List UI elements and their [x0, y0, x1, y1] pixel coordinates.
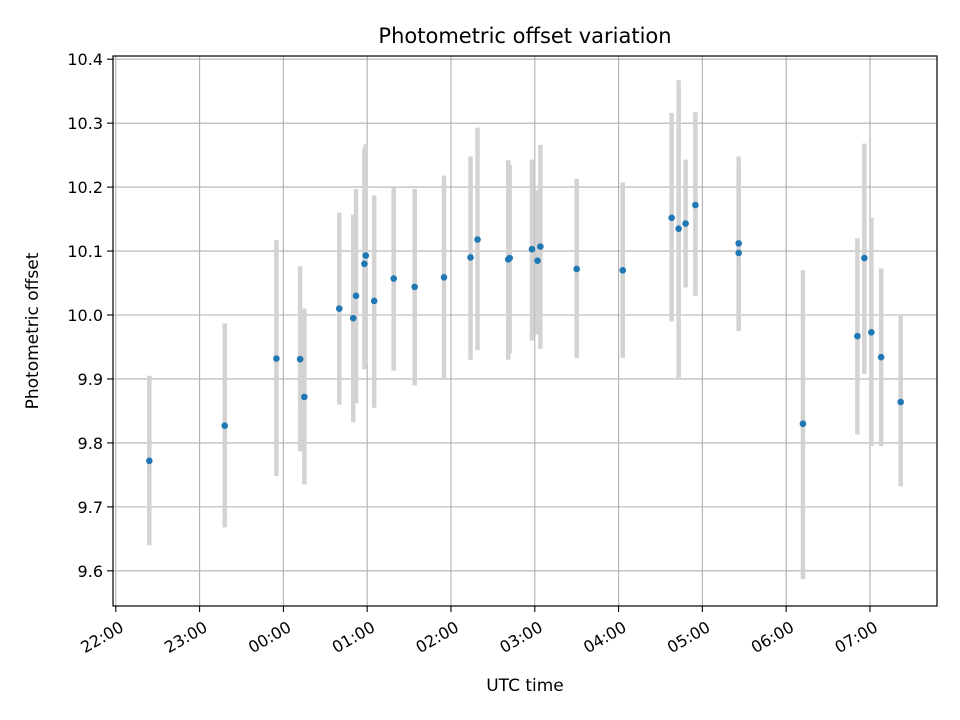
data-point	[682, 220, 689, 227]
x-axis-label: UTC time	[486, 676, 564, 696]
data-point	[619, 266, 627, 274]
data-point	[390, 275, 398, 282]
x-tick-label: 02:00	[413, 617, 462, 657]
x-tick-label: 06:00	[748, 617, 797, 657]
data-point	[296, 355, 304, 363]
y-tick-label: 10.1	[67, 242, 103, 261]
data-point	[411, 283, 418, 291]
data-point	[440, 273, 448, 281]
errorbar-layer	[147, 80, 903, 580]
data-point	[506, 254, 513, 262]
x-tick-label: 03:00	[496, 617, 545, 657]
data-point	[467, 254, 474, 261]
x-tick-label: 01:00	[329, 617, 378, 657]
data-point	[370, 297, 378, 305]
y-tick-label: 9.6	[78, 562, 103, 581]
data-point	[692, 201, 699, 209]
data-point	[474, 236, 481, 243]
chart-title: Photometric offset variation	[378, 24, 671, 48]
data-point	[537, 243, 544, 250]
x-tick-label: 07:00	[832, 617, 881, 657]
y-axis-label: Photometric offset	[23, 252, 43, 409]
x-axis-ticks: 22:00 23:00 00:00 01:00 02:00 03:00 04:00 05:00…	[77, 606, 881, 657]
plot-area-frame	[112, 55, 938, 607]
data-point	[534, 257, 541, 264]
data-point	[361, 260, 368, 268]
y-tick-label: 10.4	[67, 50, 103, 69]
data-point	[861, 254, 868, 262]
x-tick-label: 04:00	[580, 617, 629, 657]
y-tick-label: 10.0	[67, 306, 103, 325]
data-point	[868, 328, 875, 336]
data-point	[877, 353, 885, 361]
x-tick-label: 00:00	[245, 617, 294, 657]
y-tick-label: 9.7	[78, 498, 103, 517]
data-point	[349, 314, 357, 322]
data-point	[897, 398, 904, 406]
x-tick-label: 23:00	[161, 617, 210, 657]
data-point	[735, 249, 742, 257]
data-point	[854, 332, 861, 340]
data-point	[799, 420, 807, 428]
data-point	[675, 225, 682, 232]
data-point	[352, 292, 360, 300]
data-point	[362, 252, 370, 259]
data-point	[528, 245, 536, 253]
grid-layer	[113, 56, 937, 606]
x-tick-label: 22:00	[77, 617, 126, 657]
point-layer	[146, 201, 904, 465]
data-point	[335, 305, 343, 312]
x-tick-label: 05:00	[664, 617, 713, 657]
data-point	[573, 265, 580, 273]
data-point	[735, 240, 742, 247]
y-tick-label: 9.9	[78, 370, 103, 389]
y-axis-ticks: 9.6 9.7 9.8 9.9 10.0 10.1 10.2 10.3 10.4	[67, 50, 113, 581]
y-tick-label: 10.3	[67, 114, 103, 133]
data-point	[301, 393, 308, 401]
data-point	[221, 422, 229, 429]
y-tick-label: 9.8	[78, 434, 103, 453]
y-tick-label: 10.2	[67, 178, 103, 197]
data-point	[146, 457, 153, 465]
data-point	[273, 355, 280, 362]
data-point	[668, 214, 675, 222]
